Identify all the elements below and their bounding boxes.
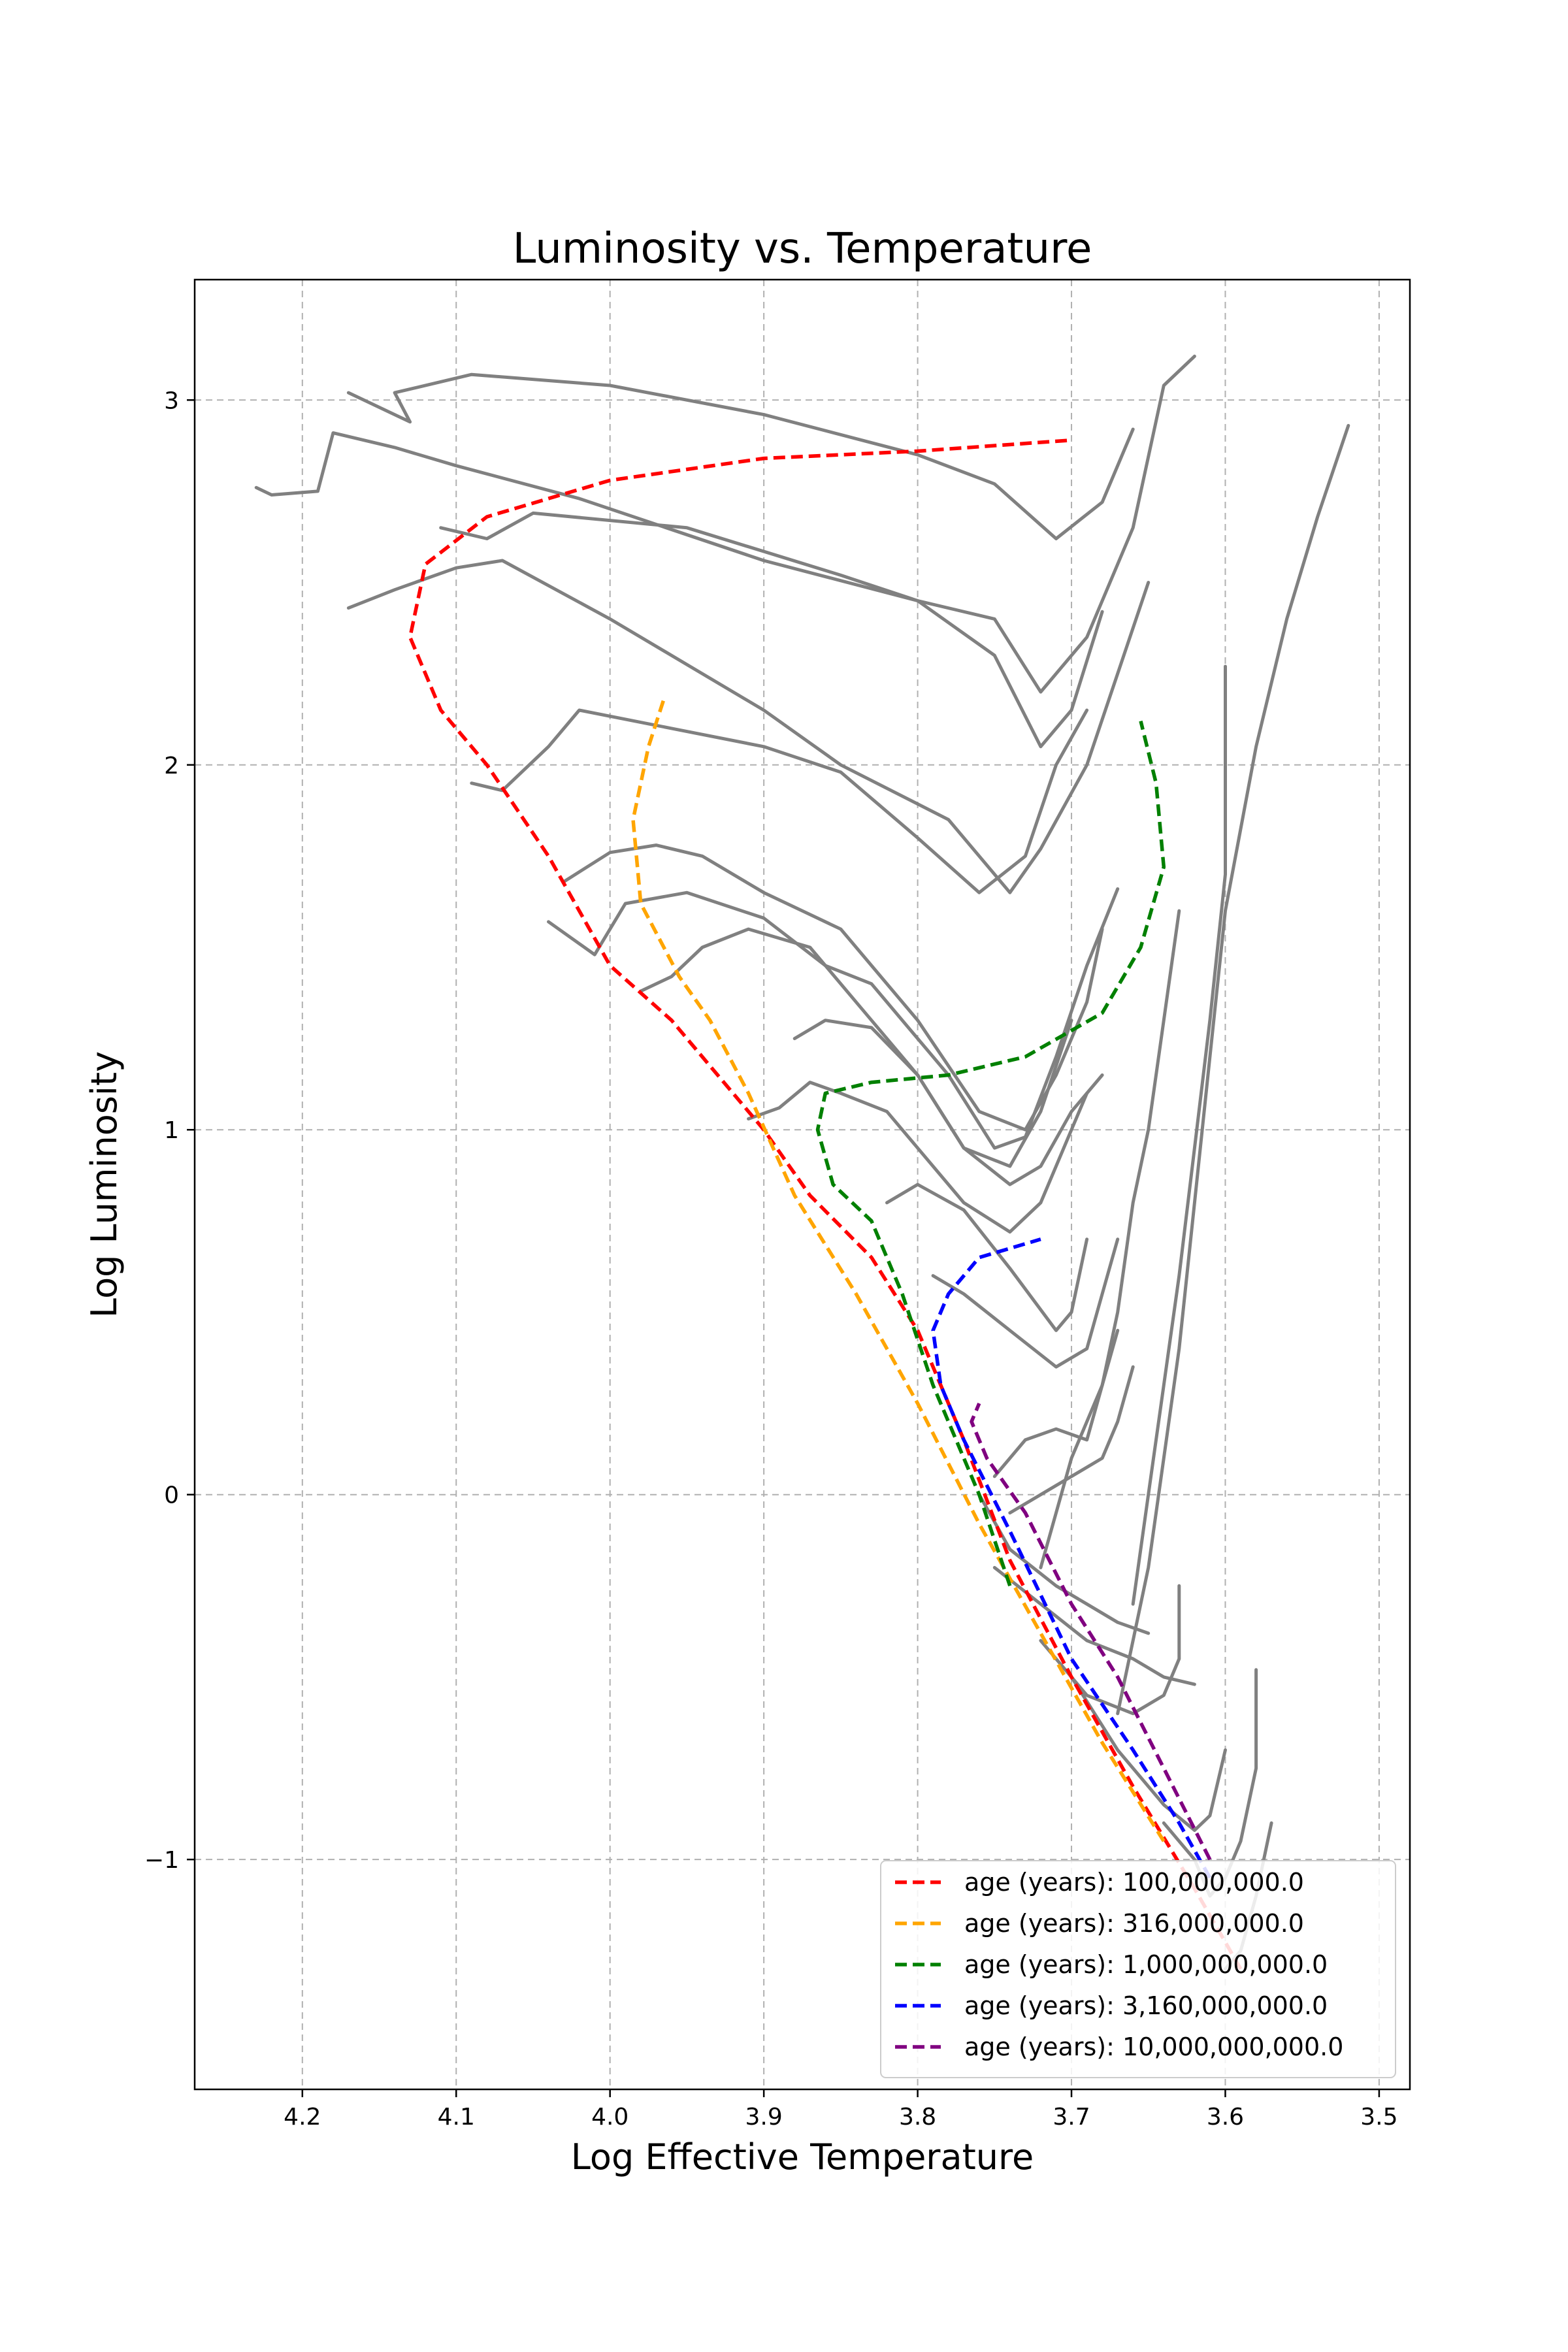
x-tick-label-1: 4.1 <box>438 2104 475 2131</box>
plot-frame <box>193 278 1411 2091</box>
y-tick-label-1: 2 <box>164 753 179 779</box>
evolution-track-4 <box>470 708 1089 894</box>
legend-label-2: age (years): 1,000,000,000.0 <box>964 1950 1328 1979</box>
isochrone-line-3 <box>931 1237 1212 1879</box>
evolution-track-17 <box>1070 1675 1227 1832</box>
evolution-track-21 <box>1116 423 1350 1716</box>
legend-label-4: age (years): 10,000,000,000.0 <box>964 2033 1343 2061</box>
y-axis-label: Log Luminosity <box>84 1051 125 1318</box>
legend-label-0: age (years): 100,000,000.0 <box>964 1868 1304 1897</box>
x-tick-label-5: 3.7 <box>1053 2104 1090 2131</box>
evolution-track-20 <box>1039 909 1181 1569</box>
evolution-track-2 <box>346 559 1151 894</box>
evolution-track-8 <box>747 1081 1089 1234</box>
y-tick-label-2: 1 <box>164 1117 179 1144</box>
evolution-track-15 <box>992 1565 1196 1686</box>
isochrone-line-4 <box>970 1403 1212 1861</box>
y-tick-label-4: −1 <box>144 1847 179 1874</box>
y-axis-ticks: 3 2 1 0 −1 <box>144 387 195 1874</box>
evolution-track-5 <box>547 887 1120 1150</box>
legend: age (years): 100,000,000.0 age (years): 3… <box>880 1860 1396 2078</box>
evolution-track-22 <box>1131 664 1227 1606</box>
isochrone-line-0 <box>408 438 1243 1970</box>
evolution-track-14 <box>977 1493 1151 1635</box>
y-tick-label-0: 3 <box>164 387 179 414</box>
x-tick-label-4: 3.8 <box>899 2104 936 2131</box>
x-tick-label-0: 4.2 <box>284 2104 321 2131</box>
legend-box <box>880 1860 1396 2078</box>
evolution-tracks <box>254 354 1350 1971</box>
evolution-track-1 <box>346 372 1135 540</box>
legend-label-3: age (years): 3,160,000,000.0 <box>964 1991 1328 2020</box>
x-tick-label-2: 4.0 <box>591 2104 629 2131</box>
x-axis-ticks: 4.2 4.1 4.0 3.9 3.8 3.7 3.6 3.5 <box>284 2089 1398 2131</box>
evolution-track-3 <box>439 511 1104 749</box>
chart-title: Luminosity vs. Temperature <box>513 225 1092 273</box>
evolution-track-6 <box>562 843 1104 1132</box>
x-tick-label-7: 3.5 <box>1360 2104 1397 2131</box>
evolution-track-10 <box>885 1183 1089 1332</box>
isochrone-line-1 <box>631 698 1166 1842</box>
isochrone-series <box>408 438 1243 1970</box>
legend-label-1: age (years): 316,000,000.0 <box>964 1909 1304 1938</box>
evolution-track-9 <box>792 1019 1104 1186</box>
y-tick-label-3: 0 <box>164 1482 179 1509</box>
x-tick-label-6: 3.6 <box>1207 2104 1244 2131</box>
x-axis-label: Log Effective Temperature <box>571 2136 1034 2178</box>
evolution-track-13 <box>1008 1365 1135 1515</box>
x-tick-label-3: 3.9 <box>745 2104 783 2131</box>
evolution-track-0 <box>254 354 1196 694</box>
evolution-track-11 <box>931 1237 1120 1369</box>
evolution-track-7 <box>639 927 1073 1168</box>
